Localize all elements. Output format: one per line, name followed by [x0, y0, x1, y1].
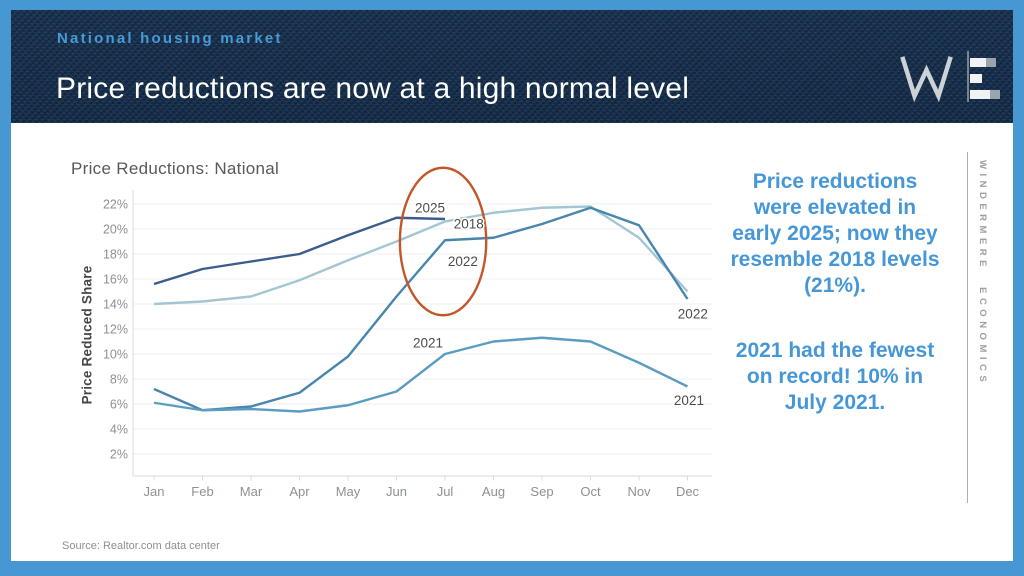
svg-text:2018: 2018	[454, 217, 484, 232]
svg-text:12%: 12%	[103, 323, 128, 337]
svg-text:22%: 22%	[103, 198, 128, 212]
vertical-divider	[967, 152, 968, 503]
svg-text:Jun: Jun	[386, 484, 407, 499]
page-title: Price reductions are now at a high norma…	[56, 72, 690, 105]
svg-text:Feb: Feb	[191, 484, 213, 499]
svg-text:Dec: Dec	[676, 484, 700, 499]
svg-text:2025: 2025	[415, 200, 445, 215]
header-band: National housing market Price reductions…	[11, 10, 1013, 123]
svg-text:Aug: Aug	[482, 484, 505, 499]
svg-text:2022: 2022	[448, 254, 478, 269]
svg-text:8%: 8%	[110, 373, 128, 387]
windermere-w-icon	[900, 56, 953, 103]
svg-text:16%: 16%	[103, 273, 128, 287]
svg-text:18%: 18%	[103, 248, 128, 262]
source-note: Source: Realtor.com data center	[62, 540, 220, 552]
svg-text:20%: 20%	[103, 223, 128, 237]
insight-paragraph-2: 2021 had the fewest on record! 10% in Ju…	[735, 339, 935, 414]
windermere-logo	[900, 51, 1000, 103]
svg-text:Jul: Jul	[437, 484, 454, 499]
svg-text:2%: 2%	[110, 448, 128, 462]
svg-text:2021: 2021	[674, 393, 704, 408]
chart-title: Price Reductions: National	[71, 159, 280, 178]
svg-text:2022: 2022	[678, 307, 708, 322]
svg-text:Jan: Jan	[144, 484, 165, 499]
insight-paragraph-1: Price reductions were elevated in early …	[730, 170, 940, 297]
svg-text:Apr: Apr	[289, 484, 310, 499]
vertical-brand-text: WINDERMERE ECONOMICS	[977, 160, 988, 387]
insight-text-block: Price reductions were elevated in early …	[715, 143, 955, 455]
svg-text:May: May	[336, 484, 361, 499]
svg-text:Oct: Oct	[580, 484, 601, 499]
svg-text:2021: 2021	[413, 335, 443, 350]
svg-text:Mar: Mar	[240, 484, 263, 499]
svg-text:Sep: Sep	[530, 484, 553, 499]
svg-text:4%: 4%	[110, 423, 128, 437]
svg-text:Nov: Nov	[627, 484, 651, 499]
line-chart: 2% 4% 6% 8% 10% 12% 14% 16% 18% 20% 22% Jan Feb Mar Ap…	[103, 166, 712, 499]
content-panel: Price Reductions: National Price Reduced…	[11, 123, 1013, 561]
eyebrow: National housing market	[57, 30, 283, 47]
svg-text:10%: 10%	[103, 348, 128, 362]
bar-chart-icon	[967, 51, 1000, 102]
svg-text:6%: 6%	[110, 398, 128, 412]
svg-text:14%: 14%	[103, 298, 128, 312]
